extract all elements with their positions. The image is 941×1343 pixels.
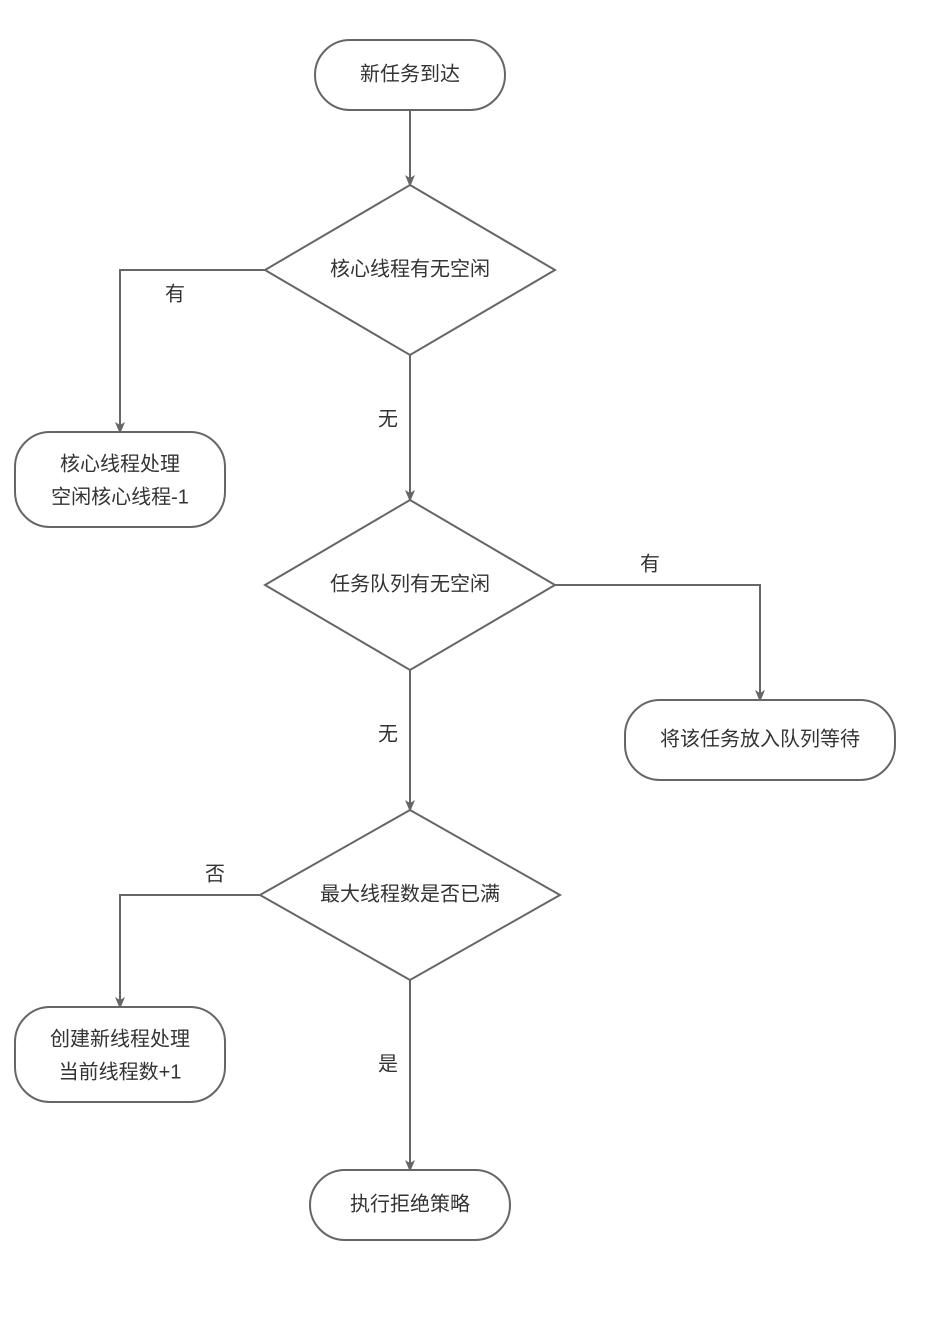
edge-d3-p3-label: 否 — [205, 863, 225, 885]
node-p2-process: 将该任务放入队列等待 — [625, 700, 895, 780]
node-p1-label2: 空闲核心线程-1 — [51, 485, 189, 508]
thread-pool-flowchart: 有 无 有 无 否 是 新任务到达 核心线程有无空闲 核心线程处理 空闲核心线程… — [0, 0, 941, 1343]
node-d2-label: 任务队列有无空闲 — [330, 572, 490, 595]
node-start-label: 新任务到达 — [360, 62, 460, 85]
node-p3-label1: 创建新线程处理 — [50, 1027, 190, 1050]
node-p3-process: 创建新线程处理 当前线程数+1 — [15, 1007, 225, 1102]
edge-d3-end-label: 是 — [378, 1053, 398, 1075]
node-d3-label: 最大线程数是否已满 — [320, 882, 500, 905]
nodes: 新任务到达 核心线程有无空闲 核心线程处理 空闲核心线程-1 任务队列有无空闲 … — [15, 40, 895, 1240]
node-d1-decision: 核心线程有无空闲 — [265, 185, 555, 355]
edge-d3-p3 — [120, 895, 260, 1007]
node-d3-decision: 最大线程数是否已满 — [260, 810, 560, 980]
node-p1-process: 核心线程处理 空闲核心线程-1 — [15, 432, 225, 527]
node-p1-label1: 核心线程处理 — [60, 452, 180, 475]
node-end: 执行拒绝策略 — [310, 1170, 510, 1240]
node-p3-label2: 当前线程数+1 — [59, 1060, 182, 1083]
node-d1-label: 核心线程有无空闲 — [330, 257, 490, 280]
node-end-label: 执行拒绝策略 — [350, 1192, 470, 1215]
node-p2-label: 将该任务放入队列等待 — [660, 727, 860, 750]
edge-d1-p1 — [120, 270, 265, 432]
edge-d1-d2-label: 无 — [378, 408, 398, 430]
edge-d2-p2-label: 有 — [640, 552, 660, 575]
edge-d1-p1-label: 有 — [165, 282, 185, 305]
edge-d2-p2 — [555, 585, 760, 700]
node-start: 新任务到达 — [315, 40, 505, 110]
node-d2-decision: 任务队列有无空闲 — [265, 500, 555, 670]
edge-d2-d3-label: 无 — [378, 723, 398, 745]
